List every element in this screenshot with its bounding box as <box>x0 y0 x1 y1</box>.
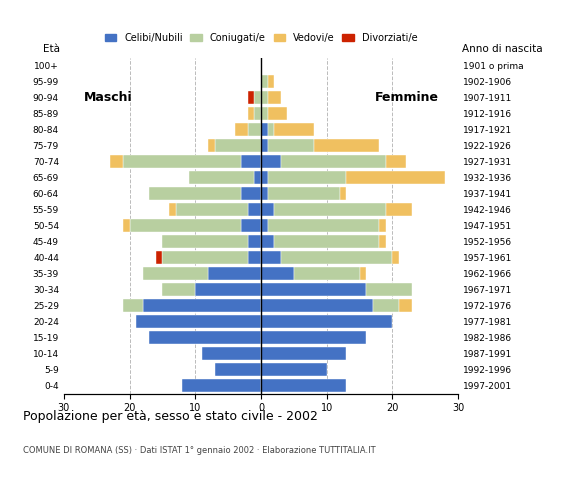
Bar <box>267 171 346 184</box>
Bar <box>399 300 412 312</box>
Bar <box>261 171 267 184</box>
Bar <box>360 267 366 280</box>
Bar <box>123 156 241 168</box>
Bar <box>248 108 255 120</box>
Bar <box>261 139 267 152</box>
Bar <box>267 75 274 88</box>
Bar <box>255 91 261 104</box>
Bar <box>261 108 267 120</box>
Bar <box>379 235 386 248</box>
Bar <box>255 171 261 184</box>
Bar <box>248 204 261 216</box>
Text: Età: Età <box>43 44 60 54</box>
Bar <box>261 300 373 312</box>
Bar <box>176 204 248 216</box>
Bar <box>340 187 346 200</box>
Bar <box>248 123 261 136</box>
Bar <box>136 315 261 328</box>
Bar <box>123 300 143 312</box>
Bar <box>202 348 261 360</box>
Bar <box>386 204 412 216</box>
Bar <box>156 252 162 264</box>
Bar <box>261 315 393 328</box>
Bar <box>149 331 261 344</box>
Bar <box>267 139 314 152</box>
Bar <box>261 235 274 248</box>
Text: Anno di nascita: Anno di nascita <box>462 44 543 54</box>
Text: Maschi: Maschi <box>84 91 132 104</box>
Bar <box>294 267 360 280</box>
Bar <box>281 252 393 264</box>
Bar <box>274 123 314 136</box>
Bar <box>373 300 399 312</box>
Bar <box>281 156 386 168</box>
Bar <box>267 91 281 104</box>
Bar <box>261 91 267 104</box>
Bar <box>366 283 412 296</box>
Bar <box>261 379 346 392</box>
Bar <box>274 235 379 248</box>
Bar <box>162 283 195 296</box>
Bar <box>143 300 261 312</box>
Bar <box>162 235 248 248</box>
Bar <box>208 267 261 280</box>
Bar <box>261 204 274 216</box>
Bar <box>267 219 379 232</box>
Bar <box>248 252 261 264</box>
Bar <box>274 204 386 216</box>
Bar <box>261 187 267 200</box>
Bar <box>261 252 281 264</box>
Bar <box>261 219 267 232</box>
Bar <box>241 187 261 200</box>
Text: Popolazione per età, sesso e stato civile - 2002: Popolazione per età, sesso e stato civil… <box>23 410 318 423</box>
Bar <box>261 331 366 344</box>
Bar <box>314 139 379 152</box>
Bar <box>162 252 248 264</box>
Bar <box>346 171 445 184</box>
Bar <box>215 363 261 376</box>
Bar <box>248 91 255 104</box>
Bar <box>261 363 327 376</box>
Bar <box>261 75 267 88</box>
Text: COMUNE DI ROMANA (SS) · Dati ISTAT 1° gennaio 2002 · Elaborazione TUTTITALIA.IT: COMUNE DI ROMANA (SS) · Dati ISTAT 1° ge… <box>23 446 376 456</box>
Legend: Celibi/Nubili, Coniugati/e, Vedovi/e, Divorziati/e: Celibi/Nubili, Coniugati/e, Vedovi/e, Di… <box>101 29 421 47</box>
Bar <box>241 219 261 232</box>
Bar <box>267 108 287 120</box>
Bar <box>261 283 366 296</box>
Bar <box>129 219 241 232</box>
Bar <box>386 156 405 168</box>
Bar <box>110 156 123 168</box>
Bar <box>393 252 399 264</box>
Bar <box>241 156 261 168</box>
Bar <box>235 123 248 136</box>
Bar <box>379 219 386 232</box>
Bar <box>248 235 261 248</box>
Bar <box>261 156 281 168</box>
Bar <box>261 348 346 360</box>
Bar <box>182 379 261 392</box>
Bar <box>261 267 294 280</box>
Bar <box>188 171 255 184</box>
Bar <box>267 187 340 200</box>
Text: Femmine: Femmine <box>375 91 438 104</box>
Bar <box>169 204 176 216</box>
Bar <box>255 108 261 120</box>
Bar <box>195 283 261 296</box>
Bar <box>149 187 241 200</box>
Bar <box>208 139 215 152</box>
Bar <box>123 219 129 232</box>
Bar <box>267 123 274 136</box>
Bar <box>261 123 267 136</box>
Bar <box>143 267 208 280</box>
Bar <box>215 139 261 152</box>
